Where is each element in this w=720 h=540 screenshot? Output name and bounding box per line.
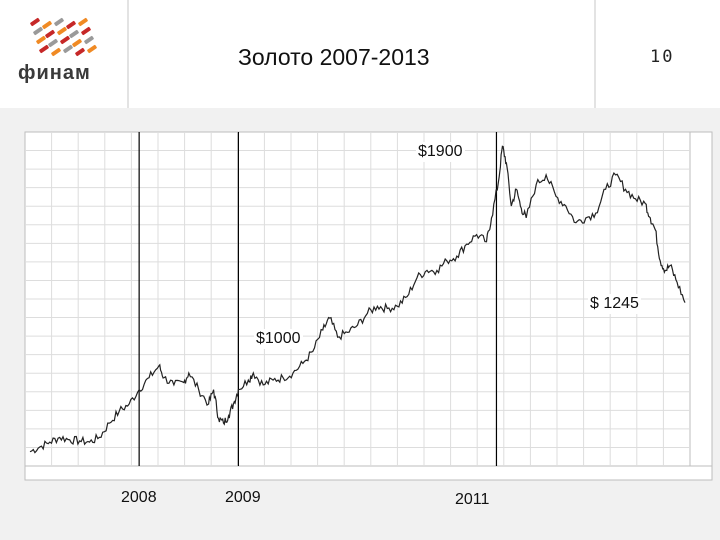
annotation-peak: $1900	[416, 142, 465, 162]
logo-stroke	[78, 17, 88, 27]
year-label-2009: 2009	[225, 489, 261, 506]
logo-stroke	[75, 47, 85, 57]
logo-stroke	[51, 47, 61, 57]
logo-stroke	[42, 20, 52, 30]
logo-stroke	[54, 17, 64, 27]
slide-number: 10	[650, 47, 675, 67]
header-divider-left	[127, 0, 129, 108]
chart-panel: $1900 $ 1245 $1000 2008 2009 2011	[0, 108, 720, 540]
logo-stroke	[63, 44, 73, 54]
logo-stroke	[81, 26, 91, 36]
finam-logo-icon	[30, 17, 97, 57]
year-label-2008: 2008	[121, 489, 157, 506]
logo-stroke	[57, 26, 67, 36]
logo-stroke	[48, 38, 58, 48]
logo-stroke	[36, 35, 46, 45]
slide-header: финам Золото 2007-2013 10	[0, 0, 720, 108]
logo-stroke	[33, 26, 43, 36]
price-series-line	[29, 145, 686, 454]
logo-stroke	[30, 17, 40, 27]
logo-text: финам	[18, 62, 91, 84]
logo-stroke	[84, 35, 94, 45]
logo-stroke	[72, 38, 82, 48]
logo-stroke	[87, 44, 97, 54]
logo-stroke	[39, 44, 49, 54]
year-marker-lines	[138, 132, 498, 466]
logo-stroke	[69, 29, 79, 39]
header-divider-right	[594, 0, 596, 108]
plot-background	[24, 131, 691, 475]
logo-stroke	[66, 20, 76, 30]
logo-stroke	[60, 35, 70, 45]
logo-stroke	[45, 29, 55, 39]
right-axis-strip	[689, 131, 713, 475]
annotation-mid: $1000	[254, 329, 303, 349]
slide-title: Золото 2007-2013	[238, 44, 430, 70]
grid-lines	[25, 132, 690, 466]
year-label-2011: 2011	[455, 491, 490, 508]
gold-price-chart	[24, 131, 713, 481]
annotation-last-price: $ 1245	[588, 294, 641, 314]
bottom-axis-strip	[24, 465, 713, 481]
